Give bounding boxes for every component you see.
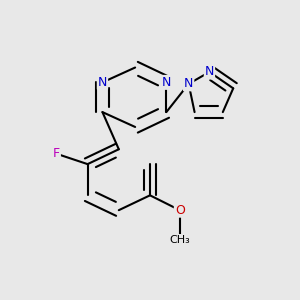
Text: N: N: [98, 76, 107, 89]
Text: N: N: [184, 77, 193, 90]
Text: F: F: [53, 147, 60, 160]
Text: O: O: [175, 204, 185, 217]
Text: N: N: [162, 76, 171, 89]
Text: N: N: [205, 65, 214, 79]
Text: CH₃: CH₃: [169, 235, 190, 245]
